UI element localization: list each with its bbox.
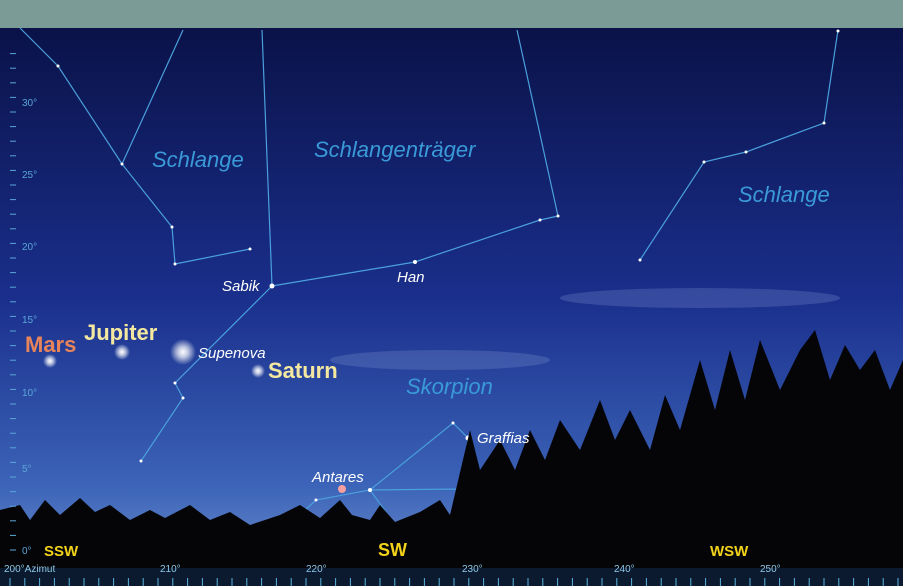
direction-label: SW [378, 540, 407, 560]
constellation-label: Schlangenträger [314, 137, 477, 162]
azimuth-label: 230° [462, 564, 483, 575]
constellation-label: Skorpion [406, 374, 493, 399]
altitude-label: 20° [22, 242, 37, 253]
cloud [560, 288, 840, 308]
azimuth-label: 250° [760, 564, 781, 575]
supernova [170, 339, 196, 365]
sky-chart: Schlange Schlangenträger Schlange Skorpi… [0, 0, 903, 586]
direction-label: WSW [710, 543, 749, 560]
altitude-label: 0° [22, 546, 32, 557]
altitude-label: 10° [22, 388, 37, 399]
star-label: Graffias [477, 430, 530, 447]
altitude-label: 15° [22, 315, 37, 326]
constellation-label: Schlange [738, 182, 830, 207]
star-label: Han [397, 269, 425, 286]
azimuth-label: 220° [306, 564, 327, 575]
cloud [330, 350, 550, 370]
azimuth-label: 210° [160, 564, 181, 575]
planet-saturn [251, 364, 265, 378]
direction-label: SSW [44, 543, 79, 560]
altitude-label: 30° [22, 98, 37, 109]
planet-label: Mars [25, 332, 76, 357]
star-label: Supenova [198, 345, 266, 362]
planet-label: Saturn [268, 358, 338, 383]
star-label: Antares [311, 469, 364, 486]
azimuth-ticks [10, 578, 898, 586]
azimuth-label: 200°Azimut [4, 564, 55, 575]
star-label: Sabik [222, 278, 261, 295]
planet-label: Jupiter [84, 320, 158, 345]
top-band [0, 0, 903, 28]
altitude-label: 5° [22, 464, 32, 475]
altitude-label: 25° [22, 170, 37, 181]
azimuth-label: 240° [614, 564, 635, 575]
constellation-label: Schlange [152, 147, 244, 172]
planet-jupiter [114, 344, 130, 360]
